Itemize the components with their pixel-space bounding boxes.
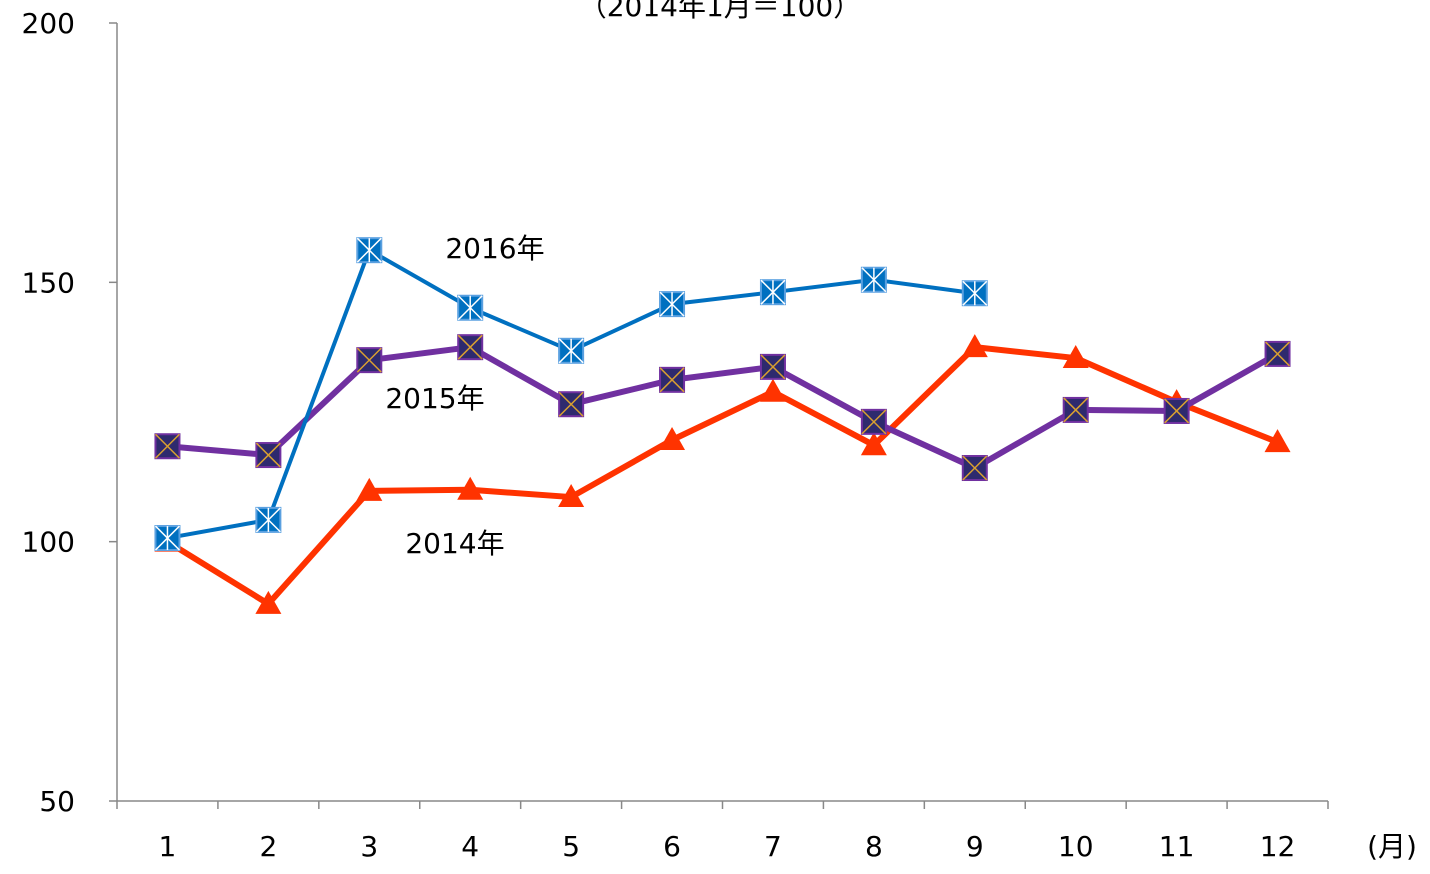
marker-cross — [255, 442, 281, 468]
x-tick-label: 12 — [1260, 830, 1296, 863]
marker-group — [154, 525, 181, 552]
marker-cross — [760, 354, 786, 380]
marker-group — [860, 408, 887, 435]
marker-group — [961, 455, 988, 482]
marker-group — [961, 280, 988, 307]
marker — [759, 378, 786, 402]
marker-group — [659, 366, 686, 393]
marker-cross — [558, 391, 584, 417]
x-tick-label: 10 — [1058, 830, 1094, 863]
marker-group — [255, 506, 282, 533]
series-label: 2016年 — [445, 232, 544, 265]
marker — [1264, 429, 1291, 453]
y-tick-label: 100 — [22, 526, 75, 559]
chart-title: （2014年1月＝100） — [579, 0, 862, 23]
marker-cross — [659, 367, 685, 393]
marker-group — [1062, 396, 1089, 423]
marker-cross — [457, 334, 483, 360]
series-line — [167, 344, 1280, 472]
marker-group — [558, 391, 585, 418]
x-tick-label: 7 — [764, 830, 782, 863]
y-tick-label: 150 — [22, 266, 75, 299]
marker-cross — [1265, 341, 1291, 367]
x-tick-label: 6 — [663, 830, 681, 863]
y-tick-label: 200 — [22, 7, 75, 40]
x-tick-label: 8 — [865, 830, 883, 863]
marker-cross — [861, 409, 887, 435]
marker — [255, 590, 282, 614]
marker-group — [659, 291, 686, 318]
marker — [558, 484, 585, 508]
marker-group — [1163, 397, 1190, 424]
marker-group — [759, 279, 786, 306]
marker-group — [759, 353, 786, 380]
marker-group — [154, 433, 181, 460]
marker-group — [558, 337, 585, 364]
series-line — [165, 344, 1279, 607]
x-tick-label: 1 — [159, 830, 177, 863]
x-tick-label: 5 — [562, 830, 580, 863]
marker — [1062, 345, 1089, 369]
x-tick-label: 11 — [1159, 830, 1195, 863]
marker — [659, 427, 686, 451]
marker-group — [860, 266, 887, 293]
marker-cross — [154, 433, 180, 459]
y-tick-label: 50 — [39, 785, 75, 818]
marker-cross — [1164, 398, 1190, 424]
marker — [961, 334, 988, 358]
marker-cross — [356, 347, 382, 373]
marker-group — [457, 334, 484, 361]
x-tick-label: 4 — [461, 830, 479, 863]
series-label: 2015年 — [385, 382, 484, 415]
marker-group — [457, 294, 484, 321]
x-tick-label: 2 — [259, 830, 277, 863]
x-axis-label: (月) — [1367, 830, 1417, 863]
marker — [356, 477, 383, 501]
x-tick-label: 9 — [966, 830, 984, 863]
marker-cross — [1063, 397, 1089, 423]
marker-group — [1264, 340, 1291, 367]
marker-group — [356, 237, 383, 264]
x-tick-label: 3 — [360, 830, 378, 863]
marker — [457, 476, 484, 500]
marker-group — [356, 347, 383, 374]
marker — [860, 432, 887, 456]
marker-group — [255, 442, 282, 469]
marker-cross — [962, 455, 988, 481]
series-label: 2014年 — [405, 527, 504, 560]
